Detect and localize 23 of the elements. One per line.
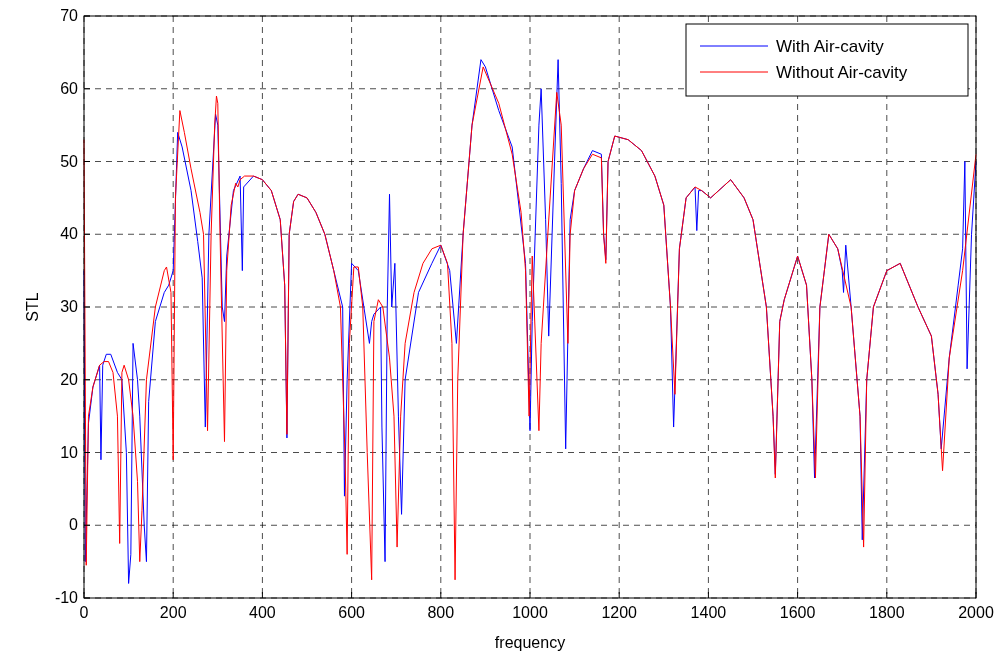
x-tick-label: 1400 <box>690 604 727 621</box>
y-tick-label: 30 <box>60 298 79 315</box>
x-tick-label: 2000 <box>958 604 994 621</box>
x-tick-label: 400 <box>249 604 276 621</box>
y-tick-label: 10 <box>60 443 79 461</box>
x-axis-title: frequency <box>494 634 566 651</box>
y-tick-label: 0 <box>69 516 79 534</box>
legend-label: With Air-cavity <box>776 37 885 56</box>
legend-label: Without Air-cavity <box>776 63 908 82</box>
x-tick-label: 600 <box>338 604 366 621</box>
y-tick-label: 60 <box>60 79 79 97</box>
x-tick-label: 1200 <box>601 604 638 621</box>
x-tick-label: 200 <box>159 604 187 621</box>
y-tick-label: 70 <box>60 7 79 24</box>
x-tick-label: 1000 <box>512 604 548 621</box>
y-tick-label: 40 <box>60 225 79 243</box>
y-tick-label: -10 <box>54 589 79 606</box>
x-tick-label: 800 <box>427 604 455 621</box>
y-axis-title: STL <box>24 292 41 322</box>
x-tick-label: 1800 <box>869 604 905 621</box>
y-tick-label: 50 <box>60 152 79 170</box>
x-tick-label: 1600 <box>779 604 816 621</box>
y-tick-label: 20 <box>60 370 79 388</box>
